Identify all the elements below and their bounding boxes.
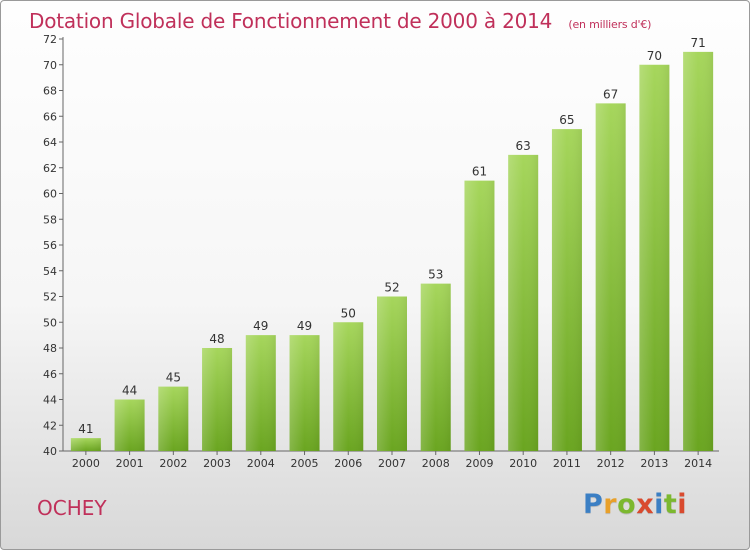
y-tick-label: 66	[43, 110, 57, 123]
brand-letter: r	[603, 489, 618, 520]
brand-letter: i	[677, 489, 688, 520]
bar-shine-2014	[683, 51, 714, 451]
brand-letter: i	[654, 489, 664, 520]
bar-shine-2003	[202, 348, 233, 451]
data-label-2006: 50	[341, 306, 356, 320]
bar-shine-2000	[70, 438, 101, 451]
x-tick-label-2009: 2009	[465, 457, 493, 470]
data-label-2009: 61	[472, 165, 487, 179]
bar-shine-2010	[508, 154, 539, 451]
x-tick-label-2004: 2004	[247, 457, 275, 470]
chart-unit: (en milliers d'€)	[568, 18, 652, 31]
proxiti-logo[interactable]: Proxiti	[583, 489, 687, 520]
bar-shine-2005	[289, 335, 320, 451]
chart-title: Dotation Globale de Fonctionnement de 20…	[29, 9, 651, 33]
x-tick-label-2013: 2013	[640, 457, 668, 470]
bar-shine-2001	[114, 399, 145, 451]
y-tick-label: 40	[43, 445, 57, 458]
data-label-2012: 67	[603, 87, 618, 101]
y-tick-label: 52	[43, 291, 57, 304]
data-label-2014: 71	[690, 36, 705, 50]
bar-shine-2012	[595, 103, 626, 451]
bar-shine-2009	[464, 180, 495, 451]
data-label-2010: 63	[516, 139, 531, 153]
y-tick-label: 54	[43, 265, 57, 278]
y-tick-label: 56	[43, 239, 57, 252]
y-tick-label: 46	[43, 368, 57, 381]
y-tick-label: 42	[43, 419, 57, 432]
chart-title-text: Dotation Globale de Fonctionnement de 20…	[29, 9, 553, 33]
commune-name: OCHEY	[37, 496, 107, 520]
data-label-2007: 52	[384, 281, 399, 295]
data-label-2002: 45	[166, 371, 181, 385]
bar-shine-2002	[158, 386, 189, 451]
y-tick-label: 62	[43, 162, 57, 175]
data-label-2004: 49	[253, 319, 268, 333]
y-tick-label: 64	[43, 136, 57, 149]
data-label-2003: 48	[209, 332, 224, 346]
bar-shine-2013	[639, 64, 670, 451]
data-label-2000: 41	[78, 422, 93, 436]
data-label-2013: 70	[647, 49, 662, 63]
brand-letter: x	[636, 489, 655, 520]
x-axis: 2000 2001 2002 2003 2004 2005 2006 2007 2008 2009…	[63, 450, 719, 470]
y-tick-label: 50	[43, 316, 57, 329]
y-tick-label: 68	[43, 85, 57, 98]
bar-shine-2006	[333, 322, 364, 451]
y-tick-label: 48	[43, 342, 57, 355]
x-tick-label-2014: 2014	[684, 457, 712, 470]
x-tick-label-2001: 2001	[116, 457, 144, 470]
x-tick-label-2007: 2007	[378, 457, 406, 470]
y-tick-label: 72	[43, 33, 57, 46]
bar-shine-2008	[420, 283, 451, 451]
data-label-2011: 65	[559, 113, 574, 127]
bars	[70, 51, 714, 451]
y-tick-label: 60	[43, 188, 57, 201]
bar-shine-2007	[377, 296, 407, 451]
x-tick-label-2002: 2002	[159, 457, 187, 470]
x-tick-label-2012: 2012	[597, 457, 625, 470]
x-tick-label-2011: 2011	[553, 457, 581, 470]
brand-letter: P	[583, 489, 604, 520]
bar-shine-2004	[245, 335, 276, 451]
data-label-2008: 53	[428, 268, 443, 282]
x-tick-label-2003: 2003	[203, 457, 231, 470]
y-axis: 40 42 44 46 48 50 52 54 56 58 60 62 64 66 68 70 72	[43, 33, 64, 458]
x-tick-label-2008: 2008	[422, 457, 450, 470]
y-tick-label: 44	[43, 394, 57, 407]
x-tick-label-2006: 2006	[334, 457, 362, 470]
data-label-2001: 44	[122, 384, 137, 398]
y-tick-label: 58	[43, 213, 57, 226]
x-tick-label-2005: 2005	[291, 457, 319, 470]
data-labels: 41 44 45 48 49 49 50 52 53 61 63 65 67 70 71	[78, 36, 706, 436]
bar-shine-2011	[551, 129, 582, 451]
y-tick-label: 70	[43, 59, 57, 72]
brand-letter: o	[617, 489, 637, 520]
x-tick-label-2010: 2010	[509, 457, 537, 470]
x-tick-label-2000: 2000	[72, 457, 100, 470]
data-label-2005: 49	[297, 319, 312, 333]
brand-letter: t	[663, 489, 678, 520]
